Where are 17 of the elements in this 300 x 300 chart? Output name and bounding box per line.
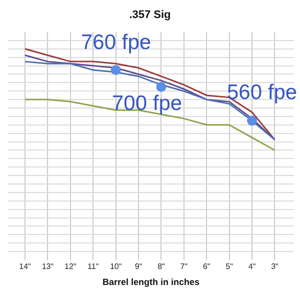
x-tick-label: 6": [202, 262, 210, 271]
annotation: 700 fpe: [112, 92, 182, 115]
x-tick-label: 8": [158, 262, 166, 271]
annotation: 560 fpe: [227, 81, 298, 104]
x-tick-label: 3": [271, 262, 279, 271]
x-tick-label: 7": [180, 262, 188, 271]
x-tick-label: 5": [226, 262, 234, 271]
x-tick-label: 12": [64, 262, 76, 271]
x-tick-label: 13": [42, 262, 54, 271]
x-tick-label: 10": [110, 262, 122, 271]
x-tick-label: 14": [19, 262, 32, 271]
x-tick-label: 4": [248, 262, 256, 271]
chart-title: .357 Sig: [129, 9, 171, 22]
x-tick-label: 11": [88, 262, 99, 271]
annotation: 760 fpe: [81, 31, 152, 54]
x-axis-title: Barrel length in inches: [102, 276, 200, 287]
x-tick-label: 9": [134, 262, 142, 271]
